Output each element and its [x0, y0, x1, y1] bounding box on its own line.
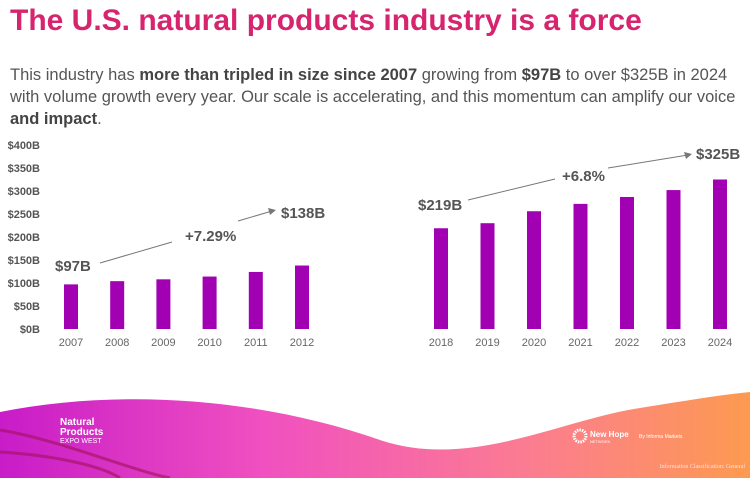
bar-2008	[110, 281, 125, 329]
body-text: This industry has	[10, 66, 140, 84]
x-tick-label: 2010	[197, 337, 221, 349]
x-tick-label: 2023	[661, 337, 685, 349]
new-hope-sub: NETWORK	[590, 439, 611, 444]
body-bold: and impact	[10, 110, 98, 128]
x-tick-label: 2020	[522, 337, 546, 349]
y-tick-label: $350B	[8, 163, 40, 175]
body-text: .	[97, 110, 102, 128]
y-tick-label: $400B	[8, 140, 40, 152]
bar-2019	[480, 223, 495, 329]
bar-2020	[527, 211, 541, 329]
x-tick-label: 2019	[475, 337, 499, 349]
logo-text: Products	[60, 427, 104, 438]
annotation-start-right: $219B	[418, 197, 462, 214]
footer-wave	[0, 392, 750, 478]
y-tick-label: $200B	[8, 232, 40, 244]
x-tick-label: 2024	[708, 337, 732, 349]
y-tick-label: $100B	[8, 278, 40, 290]
slide-title: The U.S. natural products industry is a …	[10, 4, 642, 37]
logo-text: Natural	[60, 417, 95, 428]
y-tick-label: $250B	[8, 209, 40, 221]
x-tick-label: 2022	[615, 337, 639, 349]
body-text: growing from	[417, 66, 522, 84]
x-tick-label: 2021	[568, 337, 592, 349]
bar-2024	[713, 179, 727, 329]
y-tick-label: $50B	[14, 301, 40, 313]
bar-2021	[573, 203, 588, 329]
x-tick-label: 2008	[105, 337, 129, 349]
bar-2012	[295, 265, 309, 329]
new-hope-icon	[572, 428, 588, 444]
informa-text: By Informa Markets	[639, 434, 683, 440]
bar-2023	[666, 190, 681, 329]
footer-swoosh	[0, 428, 171, 478]
annotation-growth-right: +6.8%	[562, 168, 605, 185]
annotation-growth-left: +7.29%	[185, 228, 236, 245]
x-tick-label: 2009	[151, 337, 175, 349]
bar-2011	[248, 271, 263, 329]
expo-west-logo: Natural Products EXPO WEST	[60, 417, 104, 445]
y-tick-label: $0B	[20, 324, 40, 336]
bar-2007	[64, 284, 78, 329]
classification-label: Information Classification: General	[660, 463, 746, 470]
x-tick-label: 2011	[244, 337, 268, 349]
bar-2009	[156, 279, 171, 329]
x-tick-label: 2007	[59, 337, 83, 349]
slide-body-text: This industry has more than tripled in s…	[10, 64, 745, 130]
body-bold: $97B	[521, 66, 562, 84]
y-tick-label: $150B	[8, 255, 40, 267]
bar-2022	[620, 196, 634, 329]
x-tick-label: 2012	[290, 337, 314, 349]
body-text: to over $325B in 2024 with volume growth…	[10, 66, 736, 106]
y-tick-label: $300B	[8, 186, 40, 198]
annotation-arrows	[99, 154, 689, 264]
annotation-end-left: $138B	[281, 205, 325, 222]
bar-2010	[202, 276, 217, 329]
bar-2018	[434, 228, 448, 329]
logo-text: EXPO WEST	[60, 438, 102, 445]
annotation-end-right: $325B	[696, 146, 740, 163]
new-hope-logo: New Hope	[590, 430, 629, 439]
x-tick-label: 2018	[429, 337, 453, 349]
annotation-start-left: $97B	[55, 258, 91, 275]
body-bold: more than tripled in size since 2007	[139, 66, 418, 84]
